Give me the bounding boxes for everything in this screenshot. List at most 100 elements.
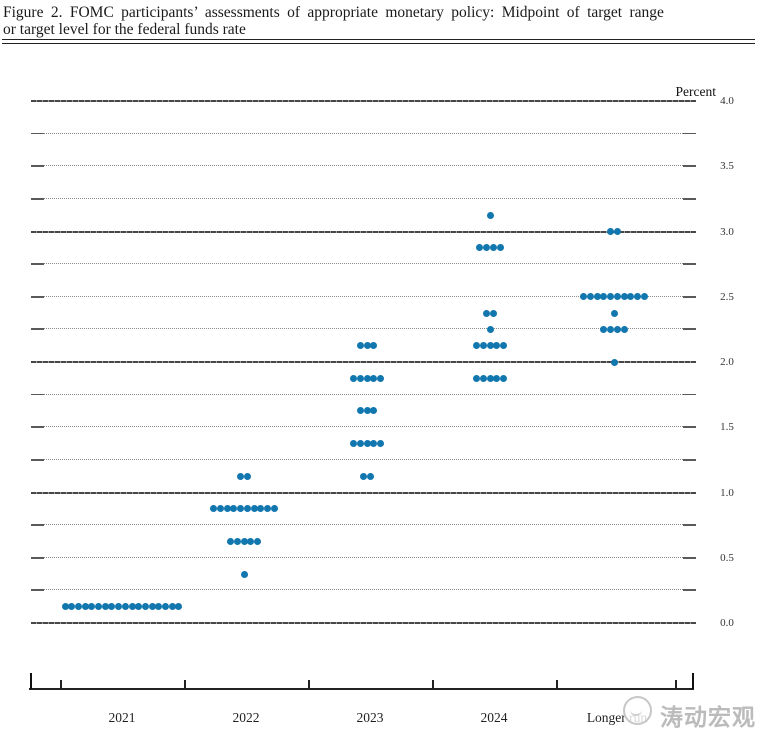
gridline-minor xyxy=(44,295,683,297)
projection-dot xyxy=(175,603,183,611)
projection-dot xyxy=(489,309,497,317)
y-tick-label: 2.0 xyxy=(720,356,734,368)
projection-dot xyxy=(115,603,123,611)
gridline-end-cap xyxy=(683,589,696,592)
projection-dot xyxy=(356,374,364,382)
figure-title-line1: Figure 2. FOMC participants’ assessments… xyxy=(3,4,664,21)
projection-dot xyxy=(587,293,595,301)
projection-dot xyxy=(363,374,371,382)
x-axis-line xyxy=(29,688,694,690)
gridline-minor xyxy=(44,328,683,330)
projection-dot xyxy=(370,440,378,448)
projection-dot xyxy=(483,309,491,317)
gridline-end-cap xyxy=(683,328,696,331)
gridline-end-cap xyxy=(683,426,696,429)
projection-dot xyxy=(230,505,238,513)
gridline-minor xyxy=(44,197,683,199)
gridline-end-cap xyxy=(683,295,696,298)
projection-dot xyxy=(257,505,265,513)
gridline-end-cap xyxy=(683,458,696,461)
projection-dot xyxy=(263,505,271,513)
y-tick-label: 1.0 xyxy=(720,486,734,499)
projection-dot xyxy=(479,374,487,382)
projection-dot xyxy=(370,342,378,350)
projection-dot xyxy=(135,603,143,611)
projection-dot xyxy=(243,505,251,513)
gridline-end-cap xyxy=(31,132,44,135)
gridline-end-cap xyxy=(683,132,696,135)
x-axis-tick xyxy=(675,680,677,689)
gridline-major xyxy=(31,361,696,363)
x-axis-end-cap xyxy=(29,673,32,689)
gridline-end-cap xyxy=(683,197,696,200)
gridline-end-cap xyxy=(31,165,44,168)
projection-dot xyxy=(633,293,641,301)
x-category-label: 2023 xyxy=(356,710,384,725)
gridline-minor xyxy=(44,165,683,167)
projection-dot xyxy=(580,293,588,301)
watermark-logo-icon xyxy=(623,696,652,725)
projection-dot xyxy=(473,374,481,382)
y-tick-label: 1.5 xyxy=(720,421,734,434)
projection-dot xyxy=(496,244,504,252)
projection-dot xyxy=(593,293,601,301)
gridline-minor xyxy=(44,263,683,265)
projection-dot xyxy=(227,537,235,545)
projection-dot xyxy=(363,407,371,415)
projection-dot xyxy=(247,537,255,545)
gridline-minor xyxy=(44,132,683,134)
gridline-minor xyxy=(44,393,683,395)
projection-dot xyxy=(243,472,251,480)
projection-dot xyxy=(68,603,76,611)
projection-dot xyxy=(486,325,494,333)
projection-dot xyxy=(493,374,501,382)
projection-dot xyxy=(376,440,384,448)
projection-dot xyxy=(356,440,364,448)
gridline-end-cap xyxy=(683,524,696,526)
x-category-label: 2021 xyxy=(108,710,136,725)
projection-dot xyxy=(607,228,615,235)
projection-dot xyxy=(95,603,103,611)
figure-title-line2: or target level for the federal funds ra… xyxy=(3,21,246,38)
projection-dot xyxy=(237,505,245,513)
projection-dot xyxy=(627,293,635,301)
projection-dot xyxy=(486,211,494,219)
projection-dot xyxy=(360,472,368,480)
gridline-end-cap xyxy=(31,393,44,396)
gridline-end-cap xyxy=(31,556,44,559)
projection-dot xyxy=(270,505,278,513)
projection-dot xyxy=(607,293,615,301)
gridline-end-cap xyxy=(31,197,44,200)
gridline-end-cap xyxy=(31,295,44,298)
gridline-minor xyxy=(44,524,683,526)
gridline-end-cap xyxy=(31,328,44,331)
x-axis-tick xyxy=(308,680,310,689)
title-divider-rule xyxy=(2,39,755,44)
projection-dot xyxy=(121,603,129,611)
projection-dot xyxy=(620,293,628,301)
x-category-label: 2022 xyxy=(232,710,260,725)
gridline-end-cap xyxy=(683,263,696,265)
x-category-label: 2024 xyxy=(480,710,508,725)
projection-dot xyxy=(356,407,364,415)
projection-dot xyxy=(376,374,384,382)
gridline-end-cap xyxy=(31,263,44,265)
projection-dot xyxy=(88,603,96,611)
y-tick-label: 0.0 xyxy=(720,617,734,629)
projection-dot xyxy=(237,472,245,480)
projection-dot xyxy=(240,537,248,545)
projection-dot xyxy=(233,537,241,545)
projection-dot xyxy=(253,537,261,545)
gridline-end-cap xyxy=(31,458,44,461)
projection-dot xyxy=(74,603,82,611)
y-tick-label: 4.0 xyxy=(720,95,734,107)
y-tick-label: 3.5 xyxy=(720,160,734,173)
gridline-minor xyxy=(44,589,683,591)
gridline-minor xyxy=(44,458,683,460)
projection-dot xyxy=(499,374,507,382)
projection-dot xyxy=(473,342,481,350)
gridline-minor xyxy=(44,426,683,428)
gridline-major xyxy=(31,100,696,102)
projection-dot xyxy=(350,374,358,382)
